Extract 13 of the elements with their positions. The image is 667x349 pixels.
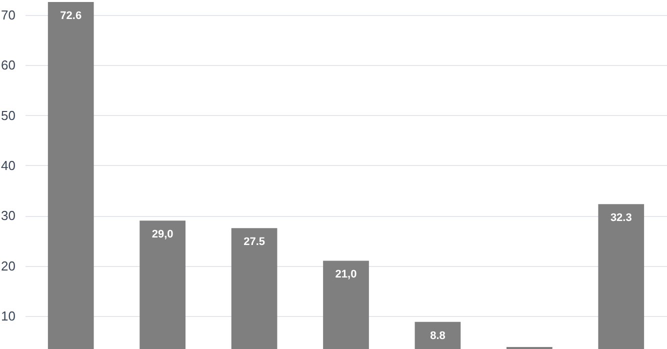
- y-tick-label: 20: [1, 258, 16, 274]
- data-label: 21,0: [335, 268, 357, 281]
- data-label: 32.3: [610, 212, 632, 224]
- y-tick-label: 60: [1, 58, 16, 73]
- data-label: 8.8: [430, 330, 446, 342]
- y-tick-label: 30: [1, 208, 16, 224]
- data-label: 27.5: [244, 236, 265, 248]
- y-tick-label: 70: [1, 8, 16, 23]
- data-label: 72.6: [60, 10, 82, 22]
- data-label: 29,0: [152, 228, 174, 241]
- y-tick-label: 10: [1, 308, 16, 324]
- y-tick-label: 40: [1, 158, 16, 173]
- y-tick-label: 50: [1, 108, 16, 123]
